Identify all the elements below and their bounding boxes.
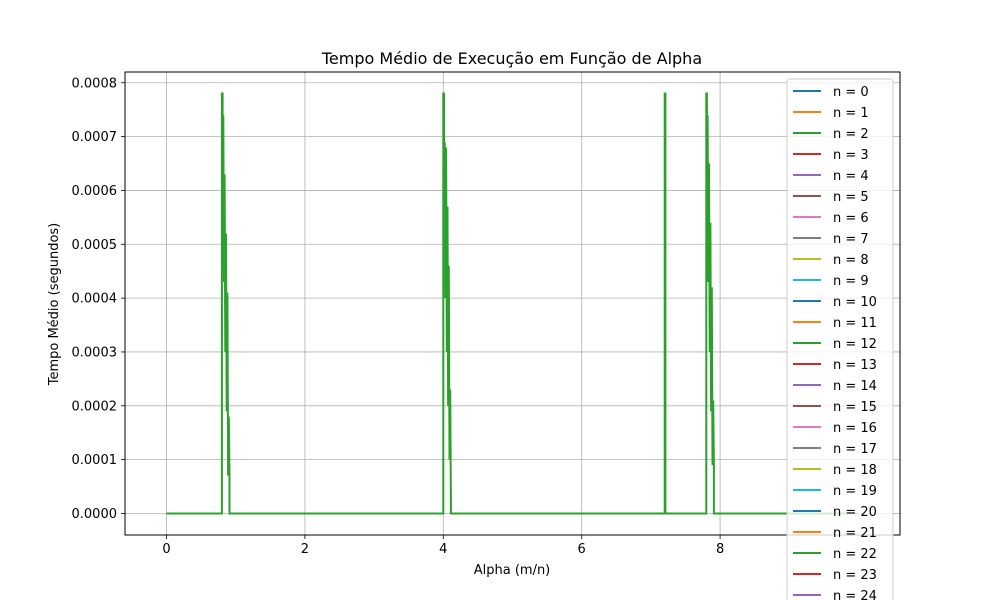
y-tick-label: 0.0001 [72,453,118,468]
legend-label: n = 5 [833,190,869,205]
x-tick-label: 8 [716,542,724,557]
legend-label: n = 14 [833,379,877,394]
legend-label: n = 3 [833,148,869,163]
legend-label: n = 24 [833,589,877,600]
y-tick-label: 0.0004 [72,292,118,307]
y-tick-label: 0.0000 [72,507,118,522]
x-tick-label: 0 [162,542,170,557]
legend: n = 0 n = 1 n = 2 n = 3 n = 4 n = 5 n = 6 n = 7… [786,78,894,600]
x-tick-label: 4 [439,542,447,557]
legend-label: n = 13 [833,358,877,373]
x-tick-label: 6 [578,542,586,557]
legend-label: n = 15 [833,400,877,415]
y-tick-label: 0.0005 [72,238,118,253]
legend-label: n = 9 [833,274,869,289]
y-axis-ticks: 0.0000 0.0001 0.0002 0.0003 0.0004 0.0005 0.00… [72,76,125,522]
x-tick-label: 2 [301,542,309,557]
legend-label: n = 21 [833,526,877,541]
legend-label: n = 11 [833,316,877,331]
plot-frame [124,71,901,536]
legend-label: n = 16 [833,421,877,436]
legend-label: n = 4 [833,169,869,184]
legend-label: n = 8 [833,253,869,268]
legend-label: n = 2 [833,127,869,142]
legend-label: n = 10 [833,295,877,310]
y-tick-label: 0.0007 [72,130,118,145]
legend-label: n = 0 [833,85,869,100]
legend-label: n = 19 [833,484,877,499]
plot-series [166,92,859,515]
y-tick-label: 0.0008 [72,76,118,91]
x-axis-ticks: 0 2 4 6 8 [162,535,724,557]
legend-label: n = 20 [833,505,877,520]
legend-label: n = 17 [833,442,877,457]
legend-label: n = 22 [833,547,877,562]
x-axis-label: Alpha (m/n) [474,563,551,578]
legend-label: n = 18 [833,463,877,478]
y-tick-label: 0.0006 [72,184,118,199]
legend-label: n = 23 [833,568,877,583]
y-tick-label: 0.0002 [72,399,118,414]
legend-label: n = 12 [833,337,877,352]
legend-label: n = 6 [833,211,869,226]
legend-label: n = 7 [833,232,869,247]
chart-title: Tempo Médio de Execução em Função de Alp… [321,49,702,68]
series-line [166,92,859,515]
legend-label: n = 1 [833,106,869,121]
y-tick-label: 0.0003 [72,345,118,360]
y-axis-label: Tempo Médio (segundos) [47,223,62,387]
